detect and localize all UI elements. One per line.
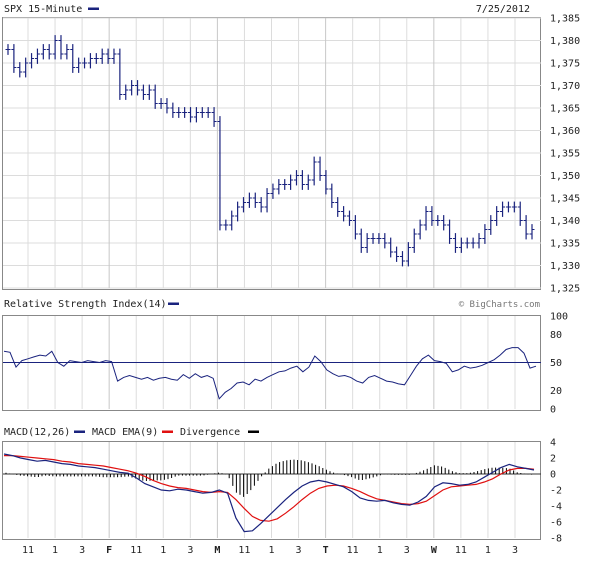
x-tick-label: F [106, 545, 112, 556]
rsi-tick-label: 0 [550, 405, 556, 416]
macd-legend-label: MACD(12,26) [4, 427, 70, 438]
x-tick-label: 1 [268, 545, 274, 556]
x-tick-label: 11 [347, 545, 359, 556]
rsi-title: Relative Strength Index(14) [4, 299, 167, 310]
price-legend-swatch [88, 7, 99, 10]
x-tick-label: 1 [160, 545, 166, 556]
x-tick-label: 3 [79, 545, 85, 556]
watermark: © BigCharts.com [459, 300, 540, 310]
x-tick-label: 3 [404, 545, 410, 556]
price-tick-label: 1,380 [550, 36, 580, 47]
macd-tick-label: 4 [550, 438, 556, 449]
rsi-legend-swatch [168, 302, 179, 305]
macd-legend-swatch [74, 430, 85, 433]
macd-line [3, 453, 535, 533]
x-tick-label: 11 [455, 545, 467, 556]
macd-tick-label: -4 [550, 502, 562, 513]
x-tick-label: 3 [512, 545, 518, 556]
x-tick-label: 1 [377, 545, 383, 556]
price-tick-label: 1,325 [550, 284, 580, 295]
macd-panel-frame [2, 441, 541, 540]
x-tick-label: 3 [187, 545, 193, 556]
price-tick-label: 1,345 [550, 194, 580, 205]
macd-tick-label: 0 [550, 470, 556, 481]
rsi-tick-label: 50 [550, 358, 562, 369]
price-tick-label: 1,350 [550, 171, 580, 182]
price-tick-label: 1,375 [550, 59, 580, 70]
x-tick-label: M [214, 545, 220, 556]
divergence-legend-label: Divergence [180, 427, 240, 438]
x-tick-label: 11 [130, 545, 142, 556]
divergence-legend-swatch [248, 430, 259, 433]
grid-layer [3, 17, 541, 538]
price-tick-label: 1,360 [550, 126, 580, 137]
x-tick-label: 3 [296, 545, 302, 556]
macd-tick-label: 2 [550, 454, 556, 465]
chart-title: SPX 15-Minute [4, 4, 82, 15]
macd-ema-legend-swatch [162, 430, 173, 433]
rsi-tick-label: 100 [550, 312, 568, 323]
price-tick-label: 1,370 [550, 81, 580, 92]
rsi-line [3, 347, 537, 400]
marks-layer: 1,325 1,330 1,335 1,340 1,345 1,350 1,355 1,360… [3, 14, 580, 556]
x-tick-label: 11 [22, 545, 34, 556]
macd-ema-line [4, 455, 535, 522]
macd-tick-label: -8 [550, 534, 562, 545]
macd-tick-label: -6 [550, 518, 562, 529]
rsi-tick-label: 80 [550, 330, 562, 341]
price-tick-label: 1,330 [550, 261, 580, 272]
macd-tick-label: -2 [550, 486, 562, 497]
price-tick-label: 1,355 [550, 149, 580, 160]
price-tick-label: 1,365 [550, 104, 580, 115]
rsi-tick-label: 20 [550, 386, 562, 397]
price-tick-label: 1,335 [550, 239, 580, 250]
x-tick-label: 1 [52, 545, 58, 556]
price-tick-label: 1,340 [550, 216, 580, 227]
x-tick-label: T [323, 545, 329, 556]
x-tick-label: 11 [238, 545, 250, 556]
price-tick-label: 1,385 [550, 14, 580, 25]
chart-date: 7/25/2012 [476, 4, 530, 15]
macd-ema-legend-label: MACD EMA(9) [92, 427, 158, 438]
x-tick-label: 1 [485, 545, 491, 556]
x-tick-label: W [431, 545, 438, 556]
